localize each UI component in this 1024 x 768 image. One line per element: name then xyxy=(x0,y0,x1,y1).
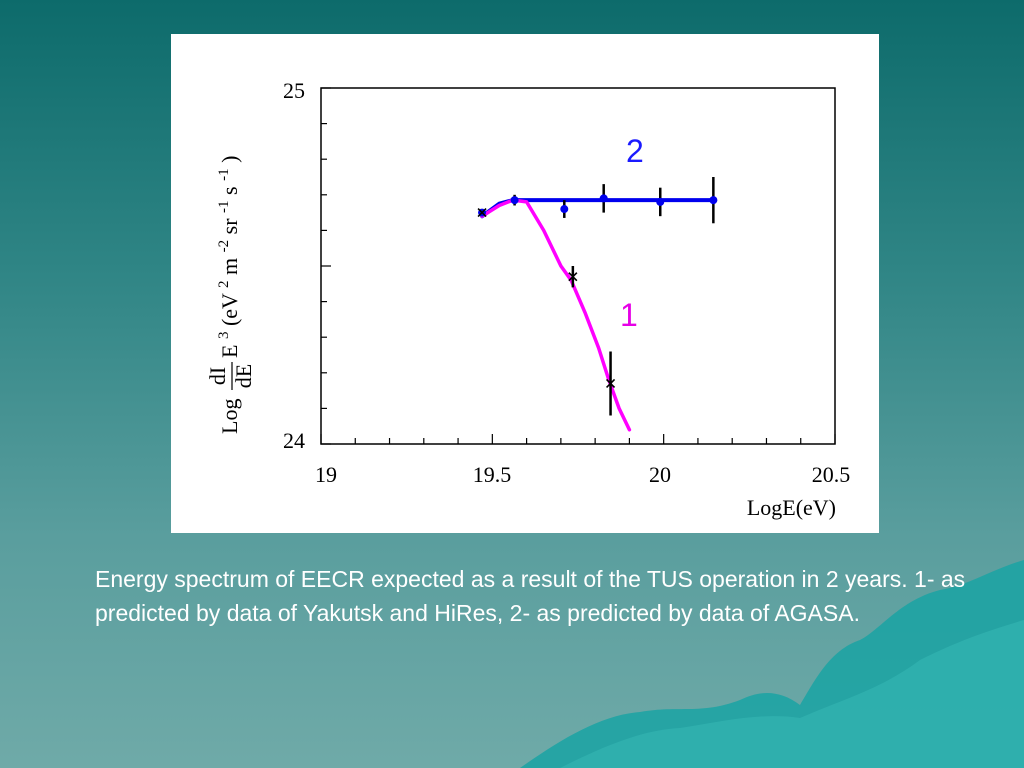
mountain-silhouette-highlight xyxy=(560,620,1024,768)
y-tick-label: 25 xyxy=(283,78,305,103)
y-axis-title-denominator: dE xyxy=(231,364,256,388)
series-1-point xyxy=(568,272,578,282)
x-tick-label: 19.5 xyxy=(473,462,512,487)
x-tick-label: 20.5 xyxy=(812,462,851,487)
slide-caption: Energy spectrum of EECR expected as a re… xyxy=(95,566,966,626)
y-axis-title: Log dI dE E 3 (eV 2 m -2 sr -1 s -1 ) xyxy=(205,156,256,434)
y-axis-unit-s: s xyxy=(217,186,242,195)
series-layer xyxy=(477,177,718,432)
point-cross-stroke xyxy=(477,208,487,218)
energy-spectrum-chart: 19 19.5 20 20.5 25 24 LogE(eV) Log dI dE… xyxy=(205,78,850,520)
y-axis-unit-sr: sr xyxy=(217,218,242,235)
y-axis-sup2b: -2 xyxy=(216,240,232,253)
point-cross-stroke xyxy=(568,272,578,282)
y-tick-label: 24 xyxy=(283,428,305,453)
point-cross-stroke xyxy=(605,378,616,389)
series-2-point xyxy=(656,197,665,206)
y-axis-e: E xyxy=(217,345,242,358)
x-tick-labels: 19 19.5 20 20.5 xyxy=(315,462,850,487)
y-axis-sup3: 3 xyxy=(216,332,232,340)
series-1-line xyxy=(480,198,632,432)
y-axis-title-log: Log xyxy=(217,399,242,434)
series-2-point xyxy=(560,205,569,214)
series-1-label: 1 xyxy=(620,297,638,333)
series-1-point xyxy=(477,208,487,218)
series-2-point xyxy=(599,194,608,203)
x-tick-label: 19 xyxy=(315,462,337,487)
y-axis-unit-close: ) xyxy=(217,156,242,163)
y-axis-sup1b: -1 xyxy=(216,168,232,181)
minor-ticks xyxy=(320,87,836,445)
x-axis-title: LogE(eV) xyxy=(747,495,836,520)
y-axis-unit-m: m xyxy=(217,258,242,275)
series-2-point xyxy=(709,196,718,205)
plot-border xyxy=(320,87,836,445)
series-1-point xyxy=(605,378,616,389)
y-axis-sup2a: 2 xyxy=(216,280,232,288)
y-axis-title-numerator: dI xyxy=(205,367,230,385)
y-axis-sup1a: -1 xyxy=(216,200,232,213)
y-tick-labels: 25 24 xyxy=(283,78,305,453)
y-axis-unit-open: (eV xyxy=(217,293,242,326)
plot-frame xyxy=(320,87,836,445)
chart-panel: 19 19.5 20 20.5 25 24 LogE(eV) Log dI dE… xyxy=(171,34,879,533)
y-axis-title-units: E 3 (eV 2 m -2 sr -1 s -1 ) xyxy=(208,156,242,358)
series-2-label: 2 xyxy=(626,133,644,169)
x-tick-label: 20 xyxy=(649,462,671,487)
series-2-point xyxy=(510,196,519,205)
